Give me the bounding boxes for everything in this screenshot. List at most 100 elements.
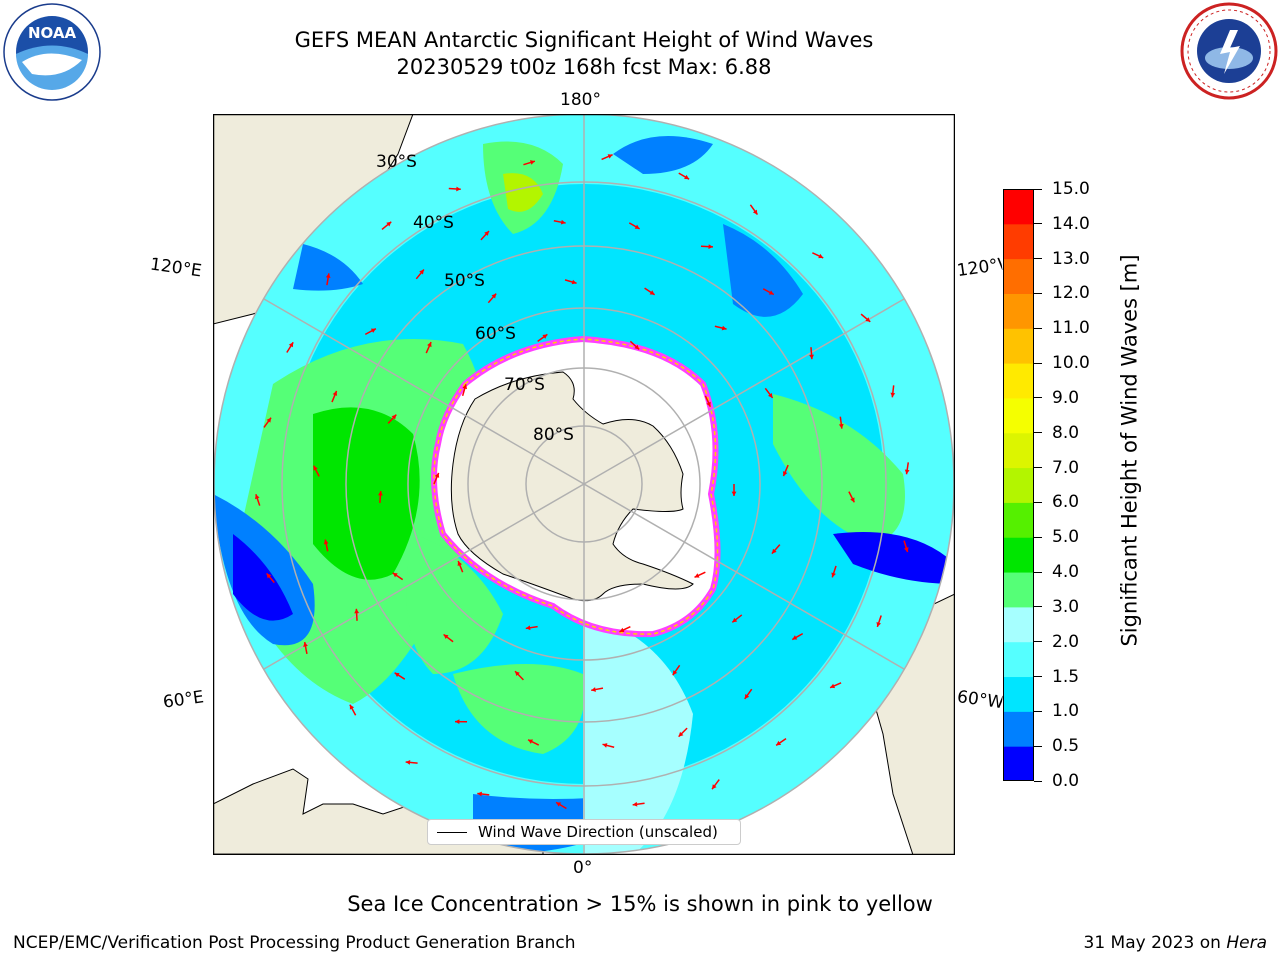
wave-direction-arrowhead [706, 401, 711, 407]
wave-direction-arrowhead [792, 635, 798, 640]
wave-direction-arrowhead [607, 154, 613, 159]
wave-direction-arrowhead [266, 573, 272, 579]
wave-direction-arrowhead [349, 704, 355, 710]
colorbar-segment [1003, 293, 1034, 329]
colorbar-tick-label: 0.5 [1052, 736, 1080, 757]
wave-direction-arrowhead [619, 627, 625, 633]
colorbar-tick-label: 1.5 [1052, 666, 1080, 687]
colorbar-segment [1003, 502, 1034, 538]
wave-direction-arrowhead [484, 231, 490, 236]
chart-subtitle: 20230529 t00z 168h fcst Max: 6.88 [396, 55, 772, 79]
footer-date: 31 May 2023 on Hera [1084, 933, 1268, 953]
wave-direction-arrowhead [378, 491, 383, 496]
footer-date-text: 31 May 2023 on [1083, 933, 1221, 953]
colorbar-tick-label: 7.0 [1052, 457, 1080, 478]
sea-ice-caption: Sea Ice Concentration > 15% is shown in … [347, 892, 933, 916]
lon-label-60w: 60°W [955, 686, 1004, 714]
colorbar-tick-label: 2.0 [1052, 631, 1080, 652]
wave-direction-arrowhead [323, 539, 329, 545]
wave-direction-arrowhead [525, 625, 531, 631]
colorbar-tick-label: 4.0 [1052, 562, 1080, 583]
national-weather-service-logo [1180, 2, 1278, 100]
colorbar-tick-mark [1034, 676, 1042, 678]
wave-direction-arrowhead [672, 670, 678, 676]
wave-direction-arrowhead [708, 244, 713, 250]
wave-direction-arrowhead [831, 572, 836, 578]
wave-direction-arrowhead [684, 174, 690, 180]
wave-direction-arrowhead [266, 417, 272, 423]
colorbar-segment [1003, 328, 1034, 364]
lat-label-50s: 50°S [444, 271, 485, 291]
colorbar-tick-label: 6.0 [1052, 492, 1080, 513]
wave-direction-arrowhead [405, 760, 411, 765]
wave-direction-arrowhead [865, 317, 871, 322]
wave-direction-arrowhead [818, 253, 824, 259]
wave-direction-arrowhead [303, 642, 308, 647]
colorbar-segment [1003, 189, 1034, 225]
wave-direction-arrowhead [809, 354, 814, 360]
wave-direction-arrowhead [591, 687, 596, 692]
svg-text:NOAA: NOAA [28, 24, 77, 42]
colorbar-tick-label: 1.0 [1052, 701, 1080, 722]
colorbar-segment [1003, 676, 1034, 712]
colorbar [1003, 189, 1034, 781]
colorbar-tick-mark [1034, 641, 1042, 643]
wave-direction-arrowhead [529, 160, 535, 165]
colorbar-tick-mark [1034, 432, 1042, 434]
wave-direction-arrowhead [602, 743, 608, 748]
wave-direction-arrowhead [556, 802, 562, 807]
colorbar-tick-mark [1034, 536, 1042, 538]
lat-label-70s: 70°S [504, 375, 545, 395]
wave-direction-arrowhead [332, 390, 338, 396]
wave-direction-arrowhead [768, 392, 773, 398]
colorbar-segment [1003, 711, 1034, 747]
wave-direction-arrowhead [457, 561, 463, 566]
map-legend: Wind Wave Direction (unscaled) [427, 819, 741, 845]
wave-direction-arrowhead [678, 731, 684, 737]
wave-direction-arrowhead [288, 342, 294, 348]
wind-wave-arrows [255, 153, 910, 810]
colorbar-segment [1003, 537, 1034, 573]
wave-direction-arrowhead [386, 221, 392, 227]
noaa-logo: NOAA [3, 3, 101, 101]
wave-direction-arrowhead [491, 293, 497, 299]
wave-direction-arrowhead [515, 671, 520, 677]
wave-direction-arrowhead [528, 739, 534, 744]
wave-direction-arrowhead [462, 384, 468, 390]
wave-direction-arrowhead [850, 497, 855, 503]
colorbar-tick-label: 3.0 [1052, 596, 1080, 617]
wave-direction-arrowhead [392, 572, 398, 578]
colorbar-tick-label: 9.0 [1052, 387, 1080, 408]
colorbar-segment [1003, 467, 1034, 503]
colorbar-tick-label: 12.0 [1052, 283, 1090, 304]
legend-line-icon [437, 832, 467, 833]
footer-credit: NCEP/EMC/Verification Post Processing Pr… [13, 933, 576, 953]
polar-map [213, 114, 955, 855]
wave-direction-arrowhead [394, 672, 400, 678]
wave-direction-arrowhead [731, 491, 737, 496]
lon-label-0: 0° [573, 858, 593, 878]
colorbar-segment [1003, 258, 1034, 294]
colorbar-tick-label: 5.0 [1052, 527, 1080, 548]
wave-direction-arrowhead [632, 801, 638, 807]
wave-direction-arrowhead [560, 219, 566, 225]
colorbar-segment [1003, 641, 1034, 678]
lon-label-180: 180° [560, 90, 601, 110]
wave-direction-arrowhead [732, 617, 738, 623]
colorbar-tick-mark [1034, 467, 1042, 469]
wave-direction-arrowhead [721, 325, 727, 331]
colorbar-segment [1003, 432, 1034, 469]
colorbar-segment [1003, 397, 1034, 434]
colorbar-tick-mark [1034, 710, 1042, 712]
lon-label-120e: 120°E [148, 254, 203, 282]
wave-direction-arrowhead [830, 683, 836, 689]
colorbar-tick-mark [1034, 606, 1042, 608]
wave-direction-arrowhead [325, 273, 331, 279]
colorbar-tick-label: 10.0 [1052, 353, 1090, 374]
lat-label-30s: 30°S [376, 152, 417, 172]
wave-direction-arrowhead [571, 279, 577, 285]
colorbar-tick-mark [1034, 780, 1042, 782]
wave-direction-arrowhead [649, 290, 655, 295]
legend-label: Wind Wave Direction (unscaled) [478, 823, 718, 841]
wave-direction-arrowhead [542, 334, 548, 339]
